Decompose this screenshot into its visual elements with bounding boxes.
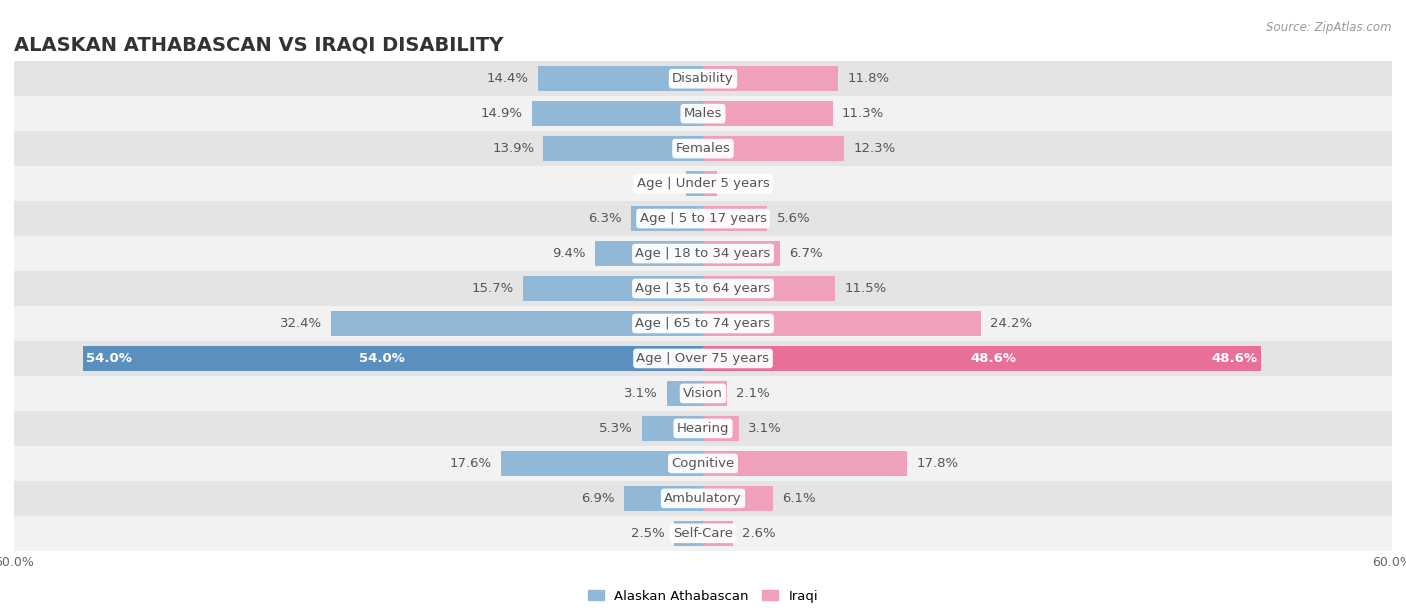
Text: 1.5%: 1.5% [643, 177, 676, 190]
Text: Age | 5 to 17 years: Age | 5 to 17 years [640, 212, 766, 225]
Text: 3.1%: 3.1% [748, 422, 782, 435]
Text: Cognitive: Cognitive [672, 457, 734, 470]
Text: 17.8%: 17.8% [917, 457, 959, 470]
Legend: Alaskan Athabascan, Iraqi: Alaskan Athabascan, Iraqi [582, 584, 824, 608]
Text: Females: Females [675, 142, 731, 155]
Text: 2.5%: 2.5% [631, 527, 665, 540]
Text: 54.0%: 54.0% [86, 352, 132, 365]
Bar [595, 241, 703, 266]
Text: Ambulatory: Ambulatory [664, 492, 742, 505]
Bar [703, 136, 844, 161]
Text: 11.5%: 11.5% [844, 282, 886, 295]
Text: 12.3%: 12.3% [853, 142, 896, 155]
Text: 11.8%: 11.8% [848, 72, 890, 85]
Text: 54.0%: 54.0% [359, 352, 405, 365]
Bar [531, 101, 703, 126]
Text: 3.1%: 3.1% [624, 387, 658, 400]
FancyBboxPatch shape [14, 306, 1392, 341]
Bar [643, 416, 703, 441]
Text: 17.6%: 17.6% [450, 457, 492, 470]
FancyBboxPatch shape [14, 376, 1392, 411]
Text: Age | Over 75 years: Age | Over 75 years [637, 352, 769, 365]
Text: 5.6%: 5.6% [776, 212, 810, 225]
Bar [703, 346, 1261, 371]
Bar [675, 521, 703, 546]
Text: 6.9%: 6.9% [581, 492, 614, 505]
Bar [703, 451, 907, 476]
Text: 13.9%: 13.9% [492, 142, 534, 155]
Bar [703, 66, 838, 91]
Text: Self-Care: Self-Care [673, 527, 733, 540]
Text: 6.1%: 6.1% [782, 492, 815, 505]
Bar [703, 416, 738, 441]
FancyBboxPatch shape [14, 481, 1392, 516]
Text: Hearing: Hearing [676, 422, 730, 435]
Text: Males: Males [683, 107, 723, 120]
Text: Disability: Disability [672, 72, 734, 85]
Bar [83, 346, 703, 371]
Text: ALASKAN ATHABASCAN VS IRAQI DISABILITY: ALASKAN ATHABASCAN VS IRAQI DISABILITY [14, 35, 503, 54]
Bar [543, 136, 703, 161]
FancyBboxPatch shape [14, 166, 1392, 201]
Text: 5.3%: 5.3% [599, 422, 633, 435]
Bar [523, 276, 703, 301]
Bar [703, 311, 981, 336]
Text: 9.4%: 9.4% [553, 247, 586, 260]
Bar [703, 276, 835, 301]
Text: 24.2%: 24.2% [990, 317, 1032, 330]
Text: Age | 35 to 64 years: Age | 35 to 64 years [636, 282, 770, 295]
Bar [501, 451, 703, 476]
FancyBboxPatch shape [14, 341, 1392, 376]
Text: 14.4%: 14.4% [486, 72, 529, 85]
Text: 14.9%: 14.9% [481, 107, 523, 120]
Text: 48.6%: 48.6% [1212, 352, 1257, 365]
Text: Age | 18 to 34 years: Age | 18 to 34 years [636, 247, 770, 260]
Text: Source: ZipAtlas.com: Source: ZipAtlas.com [1267, 21, 1392, 34]
Text: 6.7%: 6.7% [789, 247, 823, 260]
FancyBboxPatch shape [14, 411, 1392, 446]
Text: 2.1%: 2.1% [737, 387, 770, 400]
Text: 1.2%: 1.2% [725, 177, 759, 190]
Bar [703, 101, 832, 126]
Text: Vision: Vision [683, 387, 723, 400]
Bar [631, 206, 703, 231]
Bar [624, 486, 703, 511]
Bar [703, 521, 733, 546]
Bar [686, 171, 703, 196]
FancyBboxPatch shape [14, 446, 1392, 481]
FancyBboxPatch shape [14, 271, 1392, 306]
Text: Age | 65 to 74 years: Age | 65 to 74 years [636, 317, 770, 330]
Text: Age | Under 5 years: Age | Under 5 years [637, 177, 769, 190]
Bar [703, 206, 768, 231]
Text: 15.7%: 15.7% [471, 282, 513, 295]
FancyBboxPatch shape [14, 96, 1392, 131]
Text: 6.3%: 6.3% [588, 212, 621, 225]
FancyBboxPatch shape [14, 236, 1392, 271]
FancyBboxPatch shape [14, 131, 1392, 166]
Bar [537, 66, 703, 91]
Bar [703, 381, 727, 406]
FancyBboxPatch shape [14, 61, 1392, 96]
Text: 32.4%: 32.4% [280, 317, 322, 330]
Text: 48.6%: 48.6% [970, 352, 1017, 365]
Text: 2.6%: 2.6% [742, 527, 776, 540]
FancyBboxPatch shape [14, 516, 1392, 551]
Bar [703, 486, 773, 511]
Bar [668, 381, 703, 406]
Text: 11.3%: 11.3% [842, 107, 884, 120]
FancyBboxPatch shape [14, 201, 1392, 236]
Bar [703, 241, 780, 266]
Bar [703, 171, 717, 196]
Bar [330, 311, 703, 336]
